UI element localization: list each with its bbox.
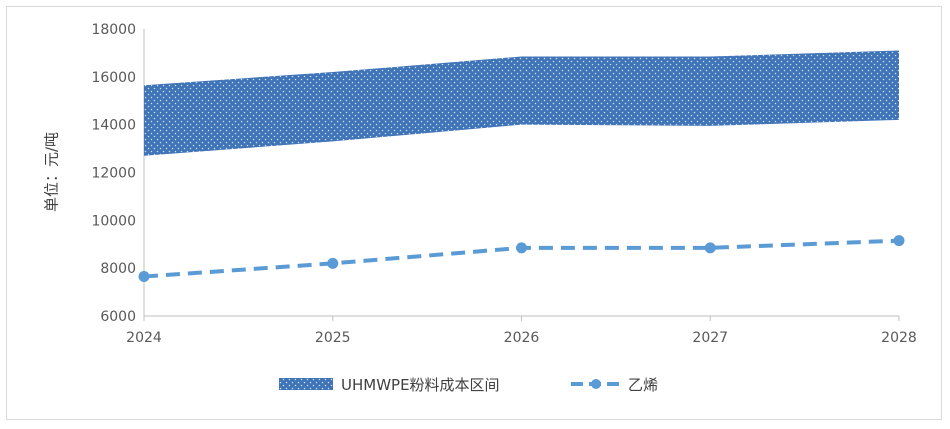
x-tick-label: 2028	[881, 330, 917, 346]
y-tick-label: 12000	[91, 166, 136, 182]
y-tick-label: 10000	[91, 213, 136, 229]
y-tick-label: 6000	[100, 309, 136, 325]
y-tick-label: 8000	[100, 261, 136, 277]
y-tick-label: 18000	[91, 22, 136, 38]
plot-area	[138, 29, 905, 321]
y-tick-label: 14000	[91, 118, 136, 134]
line-point-ethylene	[138, 271, 150, 283]
x-tick-label: 2026	[504, 330, 540, 346]
band-area-uhmwpe	[144, 50, 899, 156]
line-point-ethylene	[327, 257, 339, 269]
x-tick-label: 2024	[126, 330, 162, 346]
legend-band-swatch	[279, 378, 333, 390]
line-point-ethylene	[516, 242, 527, 254]
y-tick-labels: 6000 8000 10000 12000 14000 16000 18000	[91, 22, 136, 325]
x-tick-label: 2027	[692, 330, 728, 346]
x-tick-label: 2025	[315, 330, 351, 346]
legend: UHMWPE粉料成本区间 乙烯	[279, 376, 658, 394]
legend-line-marker	[591, 379, 601, 389]
y-axis-title: 单位：元/吨	[43, 132, 61, 212]
y-tick-label: 16000	[91, 70, 136, 86]
line-point-ethylene	[893, 235, 905, 247]
legend-line-label: 乙烯	[628, 376, 658, 394]
legend-band-label: UHMWPE粉料成本区间	[341, 376, 500, 394]
line-point-ethylene	[704, 242, 716, 254]
x-tick-labels: 2024 2025 2026 2027 2028	[126, 330, 917, 346]
